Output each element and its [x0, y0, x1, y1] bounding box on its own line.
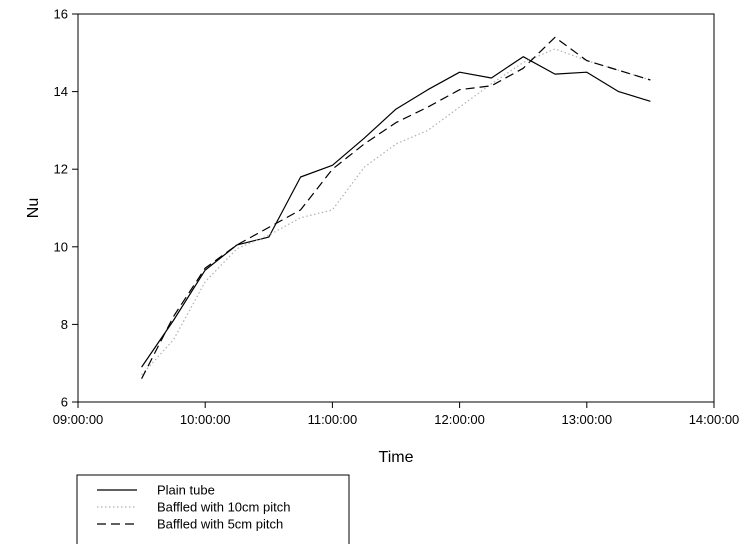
legend: Plain tube Baffled with 10cm pitch Baffled…: [76, 474, 350, 544]
y-tick-label: 10: [54, 239, 68, 254]
x-tick-label: 11:00:00: [308, 412, 358, 427]
legend-label: Plain tube: [157, 483, 215, 498]
legend-label: Baffled with 10cm pitch: [157, 500, 290, 515]
x-tick-label: 13:00:00: [561, 412, 612, 427]
axis-ticks: 09:00:00 10:00:00 11:00:00 12:00:00 13:00:00…: [53, 7, 740, 428]
y-tick-label: 8: [61, 317, 68, 332]
x-tick-label: 12:00:00: [434, 412, 485, 427]
y-tick-label: 12: [54, 162, 68, 177]
series-line-dotted: [141, 48, 651, 376]
x-tick-label: 10:00:00: [180, 412, 231, 427]
y-tick-label: 16: [54, 7, 68, 22]
series-line-solid: [141, 56, 651, 368]
y-axis-title: Nu: [25, 198, 42, 218]
series-lines: [141, 36, 651, 379]
y-tick-label: 6: [61, 395, 68, 410]
legend-border: [76, 474, 350, 544]
x-axis-title: Time: [379, 449, 414, 466]
series-line-dashed: [141, 36, 651, 379]
plot-frame: [77, 13, 715, 403]
legend-label: Baffled with 5cm pitch: [157, 517, 283, 532]
x-tick-label: 09:00:00: [53, 412, 104, 427]
x-tick-label: 14:00:00: [689, 412, 740, 427]
y-tick-label: 14: [54, 84, 68, 99]
